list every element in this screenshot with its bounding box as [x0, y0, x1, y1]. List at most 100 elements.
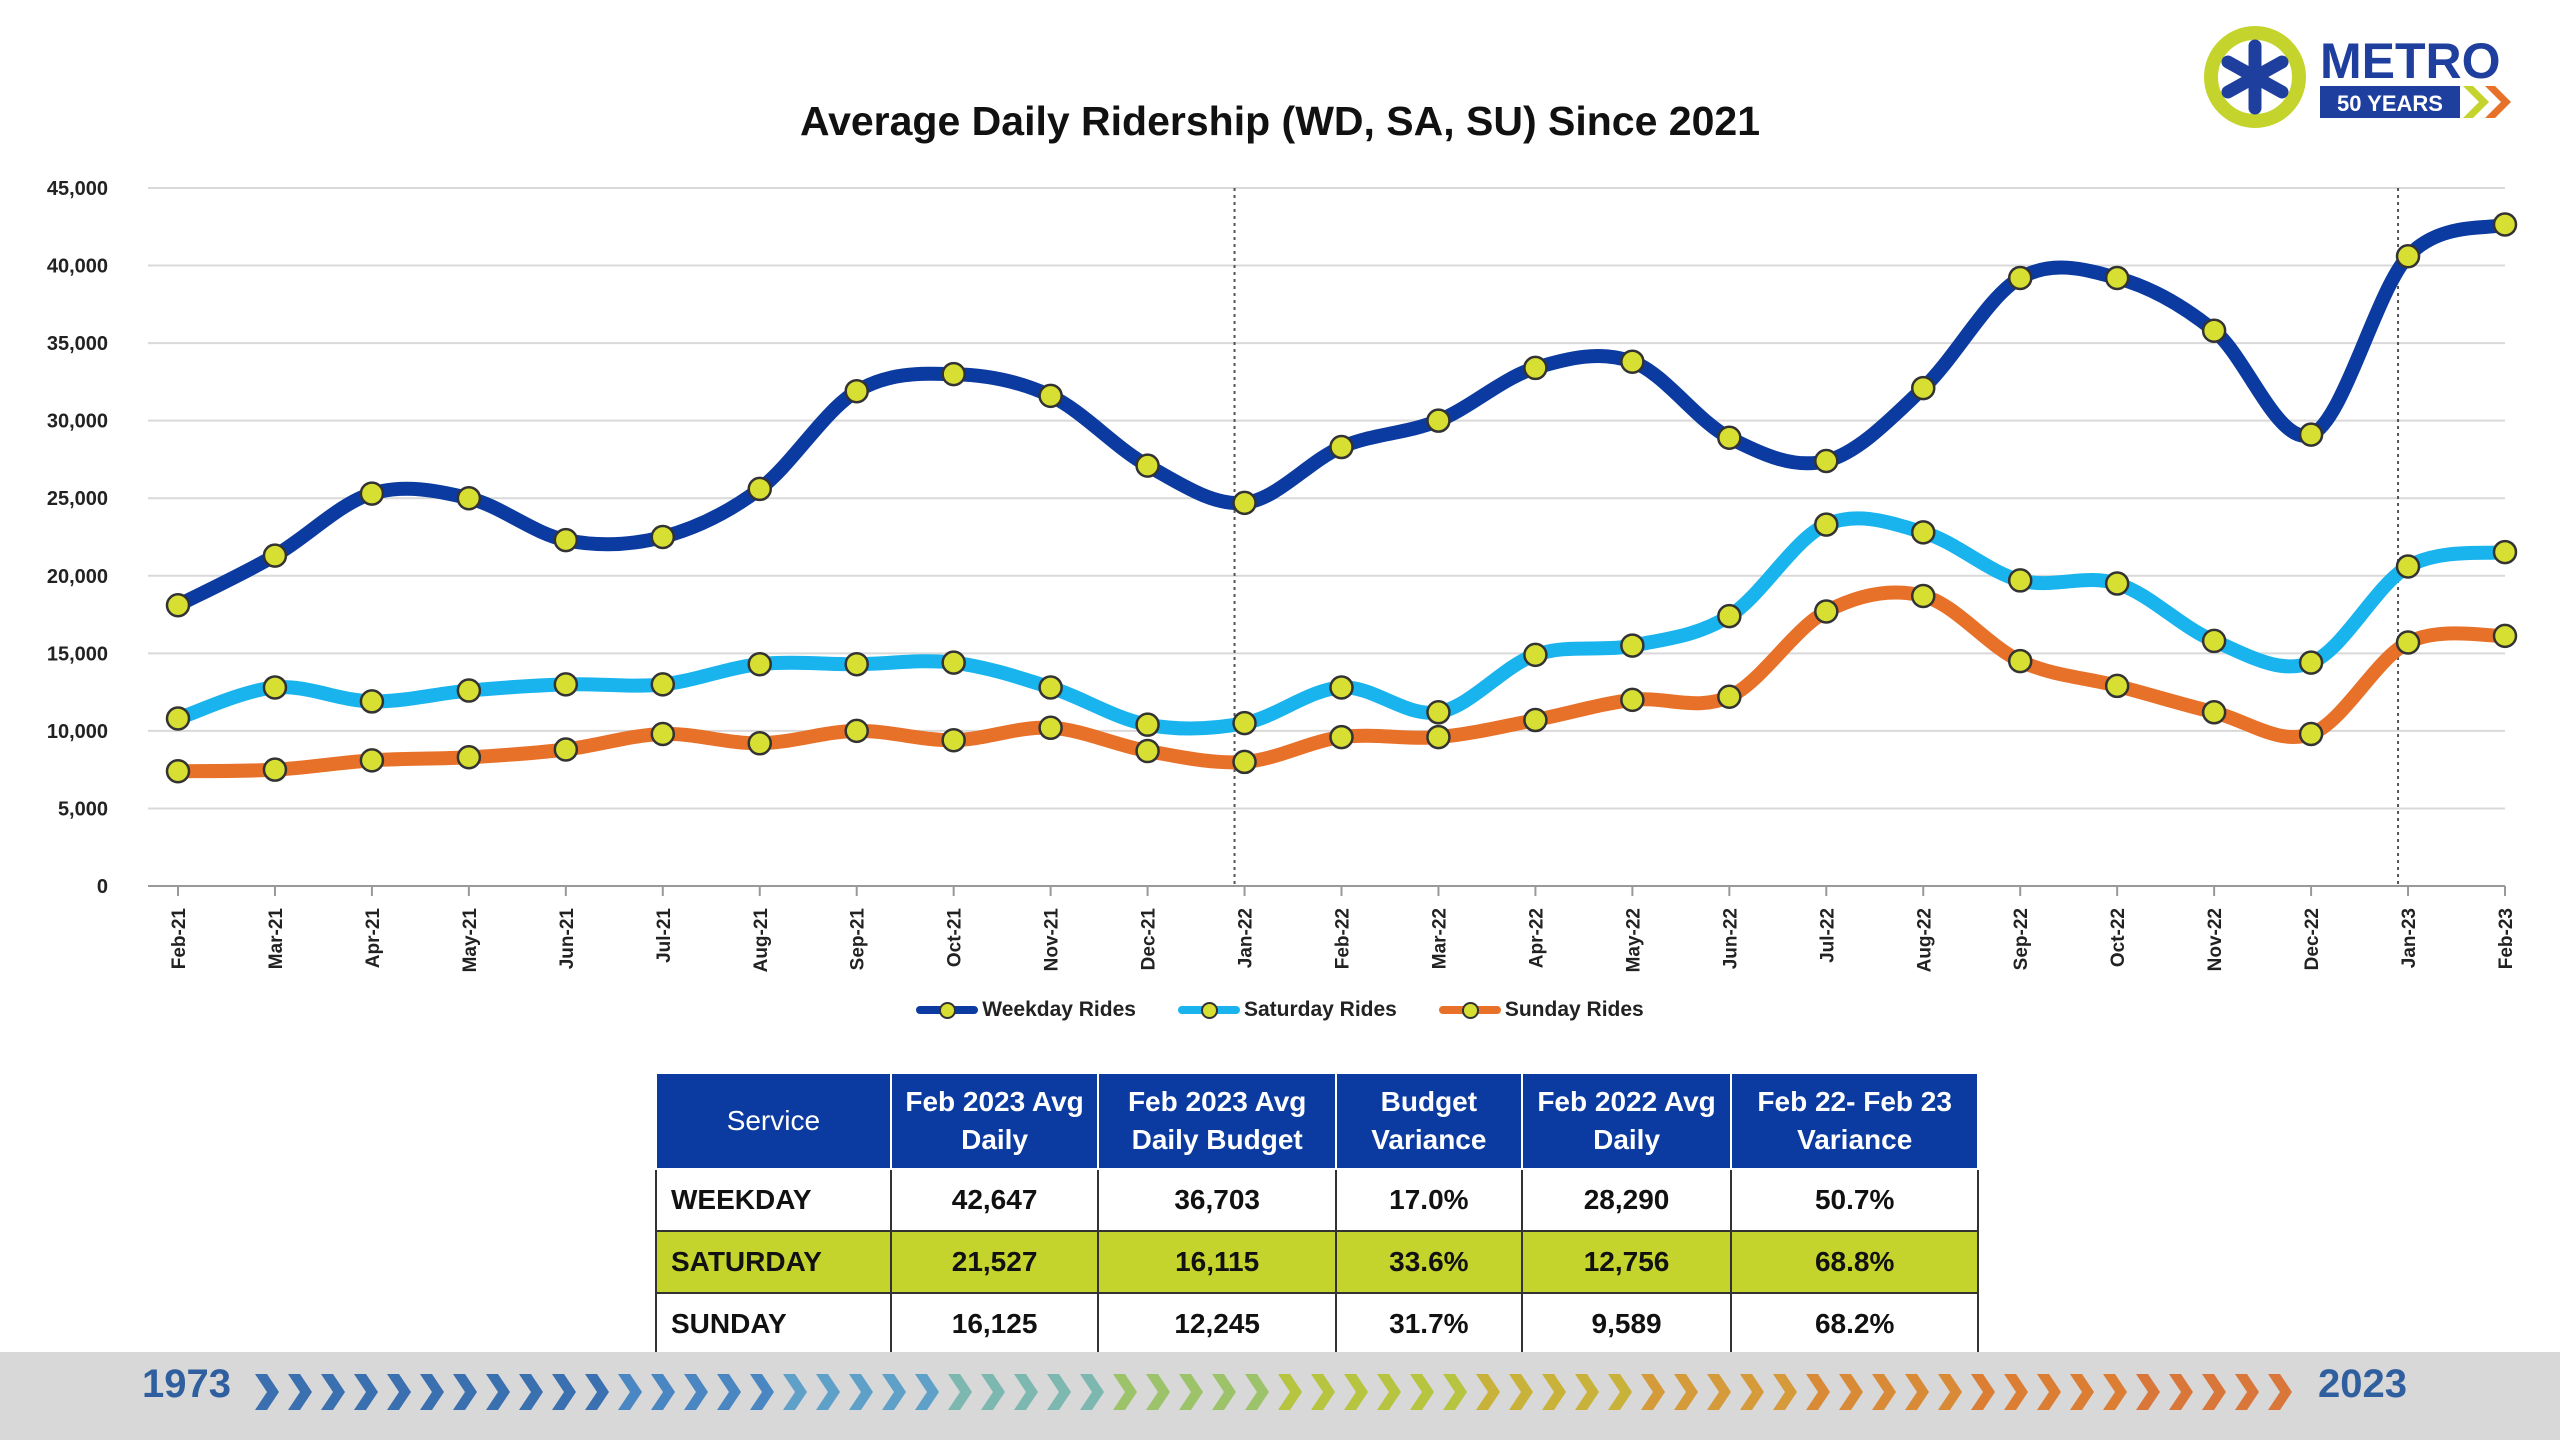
data-point-sunday — [2007, 648, 2033, 674]
data-point-sunday — [2492, 623, 2518, 649]
table-cell: 68.2% — [1730, 1292, 1979, 1356]
chevron-icon — [816, 1374, 840, 1410]
data-point-saturday — [650, 672, 676, 697]
x-tick-label: Jun-22 — [1720, 908, 1741, 969]
data-point-sunday — [1426, 724, 1451, 750]
table-row-sunday: SUNDAY 16,125 12,245 31.7% 9,589 68.2% — [655, 1292, 1979, 1356]
data-point-weekday — [2492, 212, 2518, 237]
chevron-icon — [1938, 1374, 1962, 1410]
chevron-icon — [1575, 1374, 1599, 1410]
logo-tagline-box — [2320, 86, 2460, 118]
chevron-icon — [486, 1374, 510, 1410]
data-point-sunday — [1911, 583, 1936, 609]
data-point-weekday — [1135, 453, 1160, 478]
chevron-icon — [387, 1374, 411, 1410]
data-point-saturday — [1329, 675, 1354, 700]
table-header-cell: Feb 2022 Avg Daily — [1520, 1072, 1733, 1170]
data-point-sunday — [844, 718, 869, 744]
data-point-weekday — [1911, 375, 1936, 401]
y-tick-label: 25,000 — [47, 488, 108, 510]
x-tick-label: Oct-21 — [945, 908, 966, 968]
table-cell: 21,527 — [889, 1230, 1100, 1294]
data-point-saturday — [1135, 712, 1160, 737]
logo-tagline-text: 50 YEARS — [2337, 91, 2443, 116]
data-point-saturday — [1426, 700, 1451, 725]
chevron-icon — [1740, 1374, 1764, 1410]
chevron-icon — [1179, 1374, 1203, 1410]
chevron-icon — [420, 1374, 444, 1410]
x-tick-label: Nov-21 — [1042, 908, 1063, 972]
chevron-icon — [2136, 1374, 2160, 1410]
data-point-saturday — [553, 672, 579, 697]
x-tick-label: Sep-22 — [2011, 908, 2032, 970]
data-point-saturday — [2201, 628, 2227, 654]
chevron-icon — [948, 1374, 972, 1410]
data-point-sunday — [2201, 700, 2227, 725]
data-point-sunday — [1038, 715, 1063, 741]
x-tick-label: Nov-22 — [2205, 908, 2226, 971]
data-point-sunday — [1135, 738, 1160, 764]
chevron-icon — [321, 1374, 345, 1410]
table-row-weekday: WEEKDAY 42,647 36,703 17.0% 28,290 50.7% — [655, 1168, 1979, 1232]
data-point-saturday — [1911, 520, 1936, 545]
y-tick-label: 10,000 — [47, 721, 108, 743]
chevron-icon — [288, 1374, 312, 1410]
data-point-sunday — [1329, 724, 1354, 750]
y-tick-label: 20,000 — [47, 566, 108, 588]
chevron-icon — [1080, 1374, 1104, 1410]
chevron-icon — [1278, 1374, 1302, 1410]
data-point-saturday — [1814, 512, 1839, 537]
y-tick-label: 0 — [97, 876, 108, 898]
data-point-saturday — [941, 650, 966, 675]
x-tick-label: May-22 — [1623, 908, 1644, 972]
data-point-sunday — [2395, 630, 2421, 655]
data-point-sunday — [2298, 721, 2324, 747]
table-row-saturday: SATURDAY 21,527 16,115 33.6% 12,756 68.8… — [655, 1230, 1979, 1294]
chevron-icon — [1806, 1374, 1830, 1410]
data-point-weekday — [2298, 422, 2324, 447]
chart-title: Average Daily Ridership (WD, SA, SU) Sin… — [799, 98, 1761, 144]
chevron-icon — [1773, 1374, 1797, 1410]
chevron-icon — [1047, 1374, 1071, 1410]
y-tick-label: 30,000 — [47, 411, 108, 433]
chevron-icon — [915, 1374, 939, 1410]
x-tick-label: Apr-21 — [363, 908, 384, 969]
logo-star-icon — [2221, 39, 2289, 115]
legend-swatch-saturday — [1177, 1000, 1240, 1020]
series-line-sunday — [171, 585, 2512, 779]
logo-chevron-icon — [2485, 86, 2511, 118]
x-tick-label: Mar-22 — [1429, 908, 1450, 969]
chevron-icon — [2037, 1374, 2061, 1410]
logo-chevron-icon — [2463, 86, 2489, 118]
legend-swatch-sunday — [1438, 1000, 1501, 1020]
chevron-icon — [2070, 1374, 2094, 1410]
data-point-saturday — [359, 689, 385, 714]
data-point-weekday — [2395, 243, 2421, 269]
data-point-saturday — [2104, 571, 2130, 596]
data-point-saturday — [2395, 554, 2421, 579]
data-point-saturday — [2298, 650, 2324, 675]
chevron-icon — [1212, 1374, 1236, 1410]
chevron-icon — [684, 1374, 708, 1410]
x-tick-label: Dec-22 — [2302, 908, 2323, 970]
data-point-sunday — [650, 721, 676, 747]
metro-logo: METRO 50 YEARS — [2195, 22, 2540, 132]
footer-start-year: 1973 — [142, 1362, 231, 1406]
table-header-cell: Budget Variance — [1334, 1072, 1523, 1170]
data-point-weekday — [165, 592, 191, 618]
data-point-sunday — [553, 737, 579, 762]
x-tick-label: Apr-22 — [1526, 908, 1547, 968]
data-point-sunday — [1232, 749, 1257, 775]
chevron-icon — [2169, 1374, 2193, 1410]
table-cell: 31.7% — [1334, 1292, 1523, 1356]
data-point-sunday — [165, 758, 191, 784]
chevron-icon — [255, 1374, 279, 1410]
y-tick-label: 15,000 — [47, 643, 108, 665]
data-point-weekday — [1232, 490, 1257, 516]
chevron-icon — [783, 1374, 807, 1410]
x-tick-label: Jul-21 — [654, 908, 675, 963]
data-point-saturday — [2492, 539, 2518, 565]
chevron-icon — [750, 1374, 774, 1410]
footer-band — [0, 1352, 2560, 1440]
chevron-icon — [1410, 1374, 1434, 1410]
